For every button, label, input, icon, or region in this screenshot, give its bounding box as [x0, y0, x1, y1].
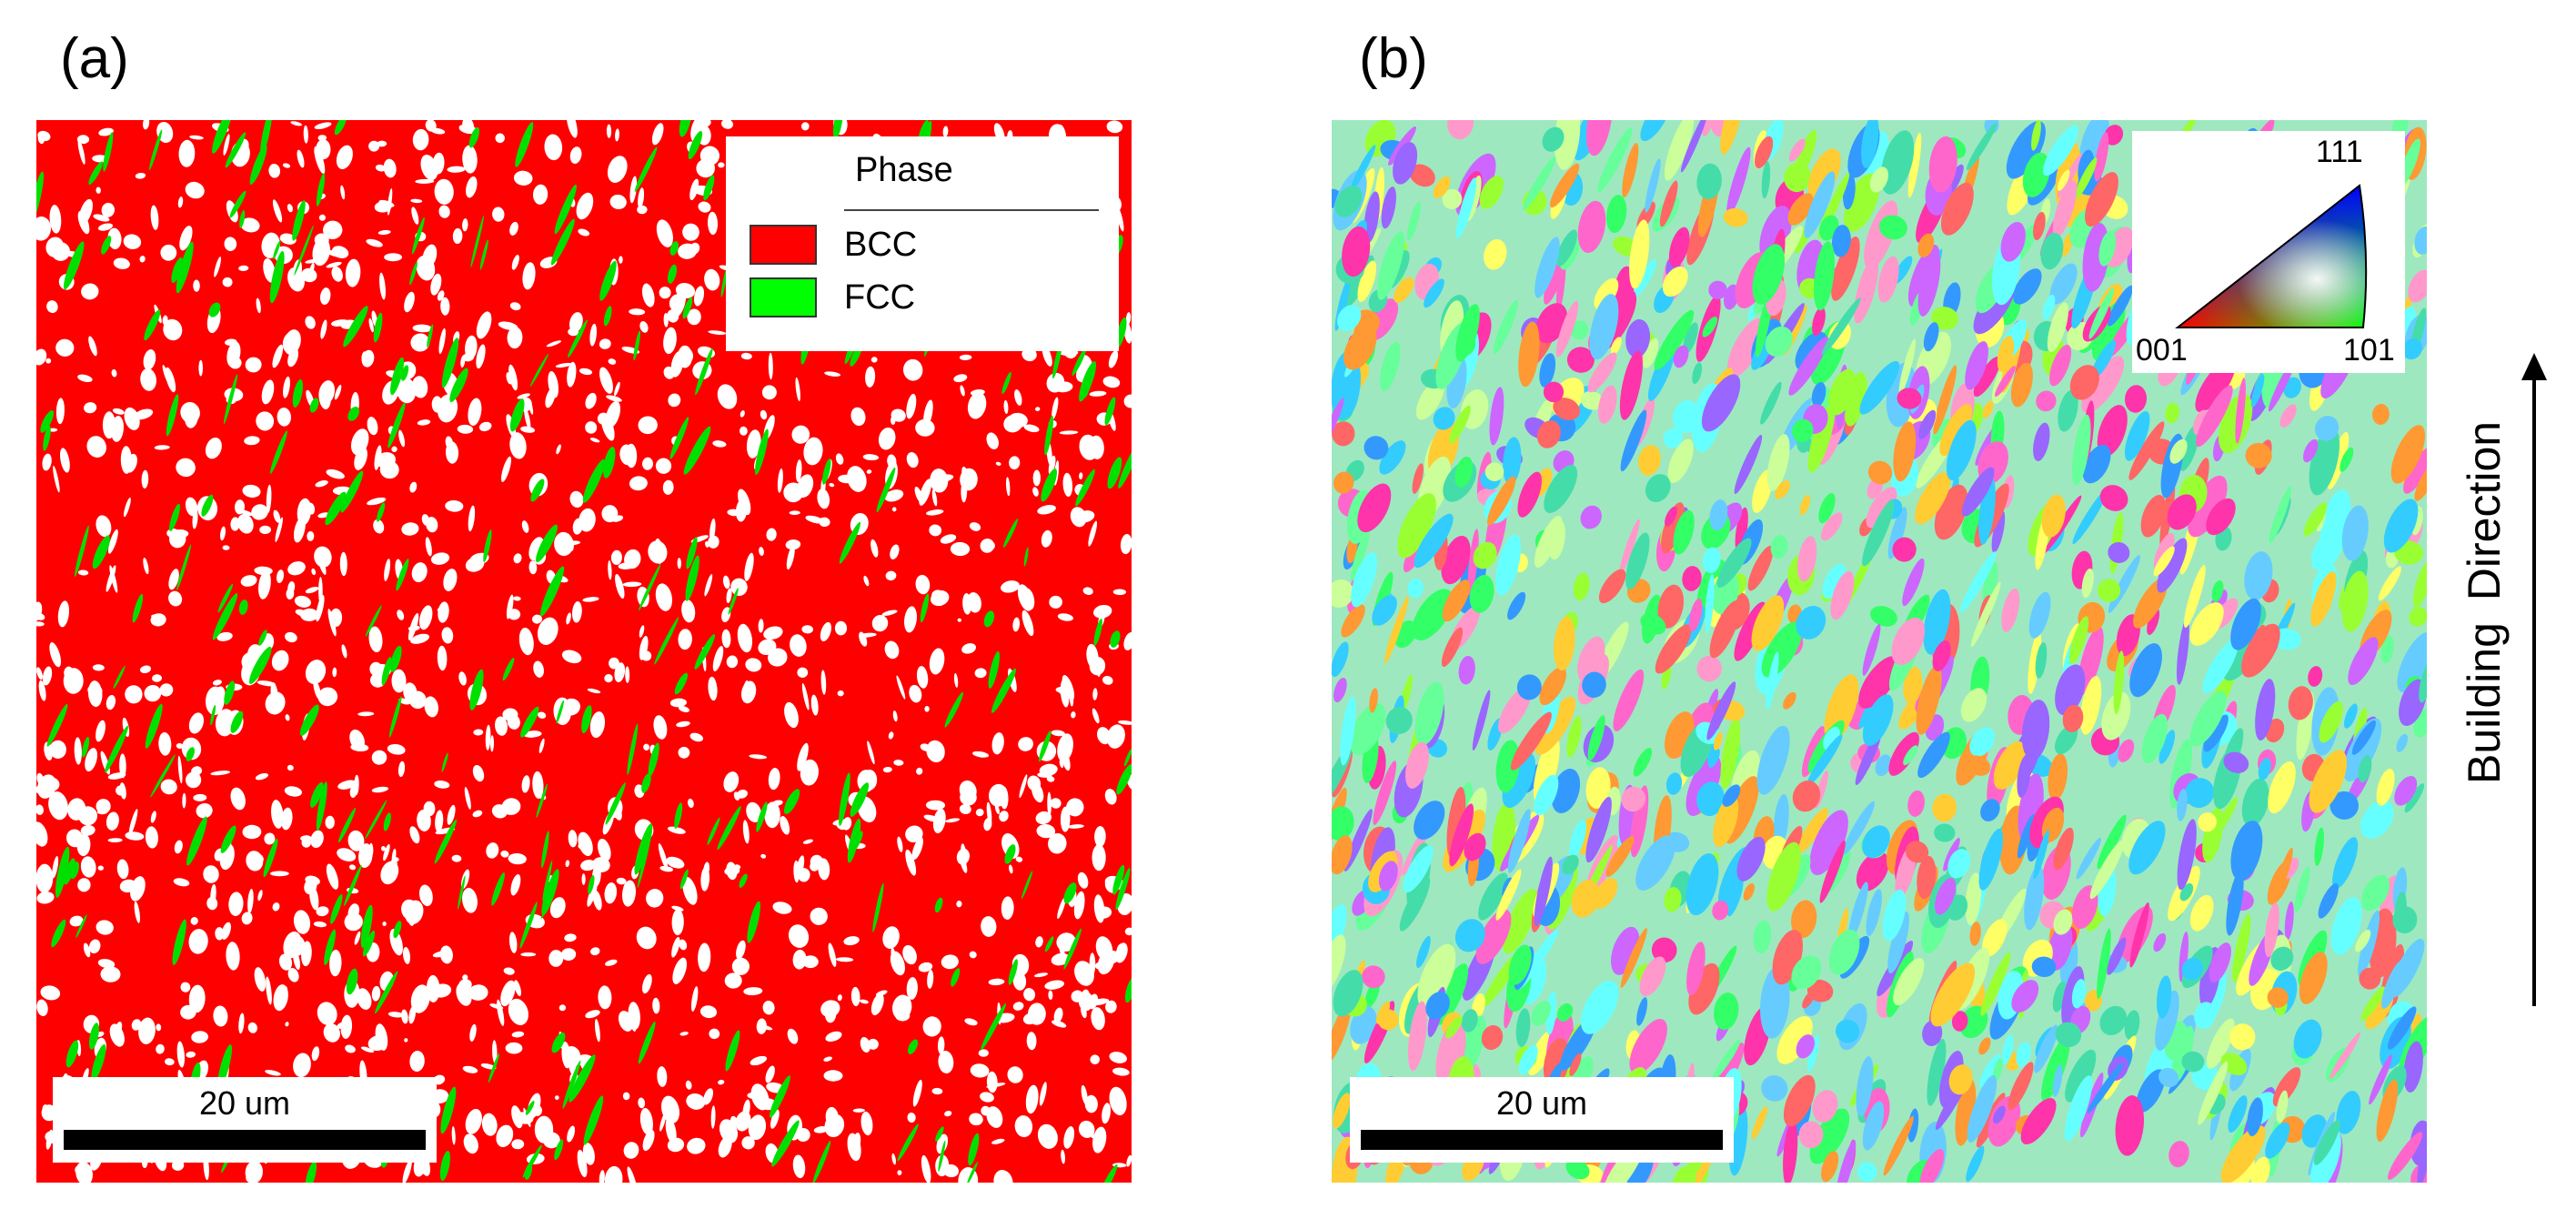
legend-swatch-bcc	[750, 225, 817, 265]
scalebar-a-text: 20 um	[198, 1084, 291, 1122]
scalebar-b-line	[1361, 1130, 1723, 1150]
building-direction-label: Building Direction	[2459, 420, 2510, 784]
phase-legend: Phase BCC FCC	[726, 136, 1119, 351]
legend-item-fcc: FCC	[750, 275, 915, 320]
legend-label-bcc: BCC	[844, 225, 918, 264]
ipf-label-001: 001	[2136, 333, 2188, 368]
legend-swatch-fcc	[750, 277, 817, 317]
ipf-label-101: 101	[2343, 333, 2395, 368]
orientation-map-texture	[1332, 120, 2427, 1183]
legend-divider	[844, 209, 1099, 211]
building-direction-arrow	[2532, 360, 2536, 1006]
legend-label-fcc: FCC	[844, 277, 916, 317]
ipf-label-111: 111	[2316, 135, 2363, 169]
ipf-color-key: 111 001 101	[2132, 131, 2405, 373]
scalebar-b-text: 20 um	[1495, 1084, 1588, 1122]
scalebar-b: 20 um	[1350, 1077, 1734, 1163]
legend-item-bcc: BCC	[750, 222, 917, 267]
panel-a-label: (a)	[60, 27, 129, 90]
scalebar-a: 20 um	[53, 1077, 437, 1163]
legend-title: Phase	[855, 151, 953, 189]
ipf-triangle	[2175, 184, 2368, 328]
panel-b-label: (b)	[1359, 27, 1428, 90]
orientation-map	[1332, 120, 2427, 1183]
scalebar-a-line	[64, 1130, 426, 1150]
